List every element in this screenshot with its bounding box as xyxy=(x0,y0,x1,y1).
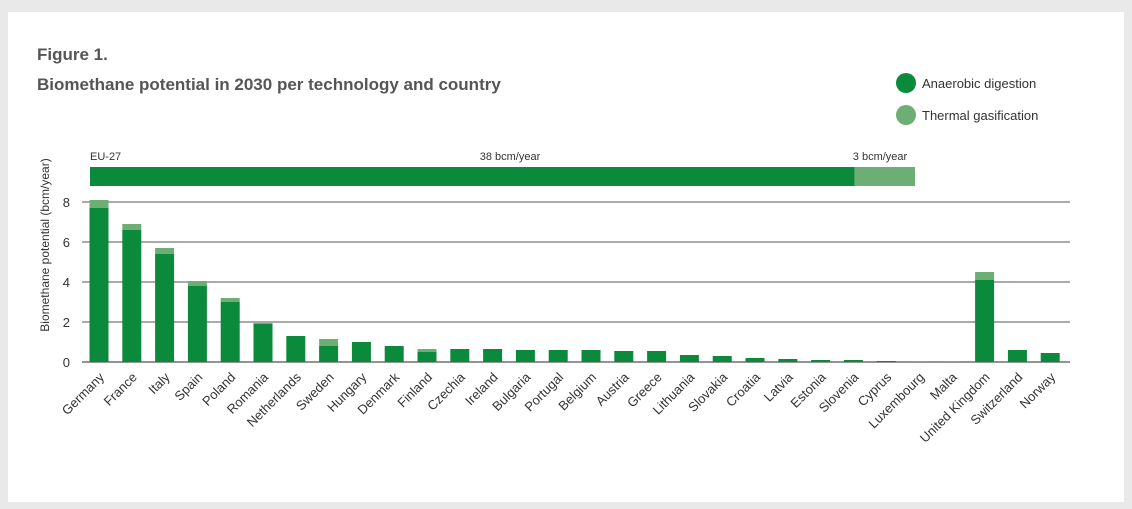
bar-anaerobic xyxy=(548,350,568,362)
y-tick-label: 0 xyxy=(63,355,70,370)
eu-anaerobic-label: 38 bcm/year xyxy=(480,151,541,163)
bar-anaerobic xyxy=(1007,350,1027,362)
bar-anaerobic xyxy=(515,350,535,362)
y-axis-label: Biomethane potential (bcm/year) xyxy=(38,158,52,331)
bar-anaerobic xyxy=(253,324,273,362)
bar-anaerobic xyxy=(319,346,339,362)
x-tick-label: Italy xyxy=(145,369,173,397)
legend-item-anaerobic: Anaerobic digestion xyxy=(896,72,1038,94)
bar-anaerobic xyxy=(843,360,863,362)
legend-swatch-thermal xyxy=(896,105,916,125)
bar-anaerobic xyxy=(778,359,798,362)
bar-anaerobic xyxy=(483,349,503,362)
legend-label-thermal: Thermal gasification xyxy=(922,107,1039,123)
y-tick-label: 2 xyxy=(63,315,70,330)
bar-anaerobic xyxy=(1040,353,1060,362)
bar-anaerobic xyxy=(351,342,371,362)
bar-anaerobic xyxy=(187,286,207,362)
y-tick-label: 6 xyxy=(63,235,70,250)
bar-anaerobic xyxy=(811,360,831,362)
bar-anaerobic xyxy=(122,230,142,362)
bar-anaerobic xyxy=(89,208,109,362)
x-tick-label: Czechia xyxy=(424,369,468,413)
bar-anaerobic xyxy=(384,346,404,362)
bar-anaerobic xyxy=(876,361,896,362)
bar-thermal xyxy=(122,224,142,230)
bar-thermal xyxy=(975,272,995,280)
bar-anaerobic xyxy=(647,351,667,362)
bar-anaerobic xyxy=(450,349,470,362)
figure-title: Biomethane potential in 2030 per technol… xyxy=(37,75,501,94)
x-tick-label: Germany xyxy=(59,369,108,418)
x-tick-label: Croatia xyxy=(723,369,764,410)
bar-thermal xyxy=(319,339,339,346)
legend-item-thermal: Thermal gasification xyxy=(896,104,1038,126)
bar-anaerobic xyxy=(975,280,995,362)
bar-thermal xyxy=(417,349,437,352)
y-tick-label: 8 xyxy=(63,195,70,210)
bar-anaerobic xyxy=(286,336,306,362)
bar-anaerobic xyxy=(581,350,601,362)
x-tick-label: Norway xyxy=(1017,369,1059,411)
y-tick-label: 4 xyxy=(63,275,70,290)
bar-thermal xyxy=(220,298,240,302)
eu-total-label: EU-27 xyxy=(90,151,121,163)
x-tick-label: France xyxy=(101,370,140,409)
eu-thermal-label: 3 bcm/year xyxy=(853,151,908,163)
eu-bar-anaerobic xyxy=(90,167,855,186)
legend-label-anaerobic: Anaerobic digestion xyxy=(922,75,1037,91)
bar-anaerobic xyxy=(220,302,240,362)
figure-panel xyxy=(8,12,1124,502)
bar-anaerobic xyxy=(679,355,699,362)
figure-label: Figure 1. xyxy=(37,45,108,64)
legend-swatch-anaerobic xyxy=(896,73,916,93)
bar-thermal xyxy=(253,323,273,324)
legend: Anaerobic digestion Thermal gasification xyxy=(896,72,1038,136)
bar-anaerobic xyxy=(155,254,175,362)
bar-thermal xyxy=(187,281,207,286)
bar-anaerobic xyxy=(712,356,732,362)
eu-bar-thermal xyxy=(854,167,915,186)
bar-thermal xyxy=(89,200,109,208)
bar-anaerobic xyxy=(745,358,765,362)
bar-anaerobic xyxy=(417,352,437,362)
bar-anaerobic xyxy=(614,351,634,362)
bar-thermal xyxy=(155,248,175,254)
